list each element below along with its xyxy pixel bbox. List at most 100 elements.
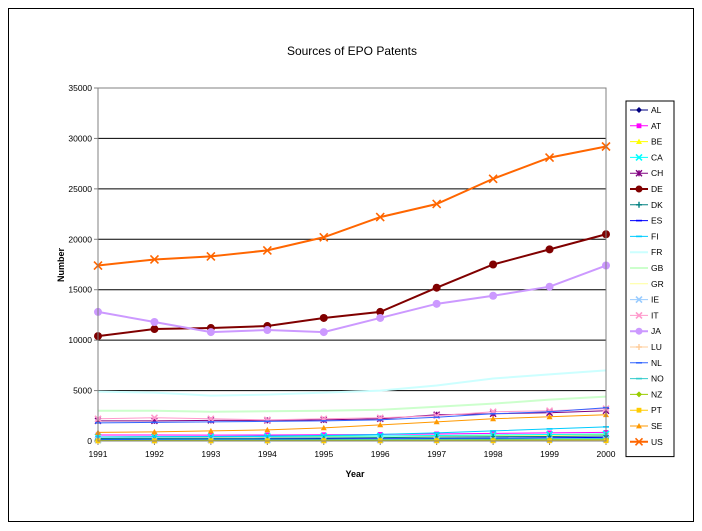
x-tick-label: 1998 bbox=[484, 449, 503, 459]
data-point bbox=[377, 421, 384, 428]
series-line bbox=[98, 410, 607, 422]
legend-marker bbox=[636, 344, 642, 350]
y-axis-title: Number bbox=[56, 248, 66, 283]
series-line bbox=[97, 414, 607, 433]
series-line bbox=[97, 145, 607, 267]
legend-label: CH bbox=[651, 168, 663, 178]
legend-item: LU bbox=[630, 342, 662, 352]
data-point bbox=[544, 153, 555, 163]
legend-marker bbox=[635, 296, 643, 304]
legend-label: IT bbox=[651, 310, 659, 320]
legend-item: FI bbox=[630, 231, 659, 241]
legend-label: FI bbox=[651, 231, 659, 241]
legend-label: NO bbox=[651, 374, 664, 384]
legend-item: DE bbox=[630, 184, 663, 194]
data-point bbox=[432, 299, 441, 308]
data-point bbox=[488, 174, 498, 184]
series-line bbox=[97, 264, 607, 334]
legend-item: AT bbox=[630, 121, 661, 131]
series-line bbox=[98, 395, 607, 413]
data-point bbox=[489, 291, 498, 300]
legend-item: SE bbox=[630, 421, 663, 431]
x-tick-label: 1995 bbox=[314, 449, 333, 459]
legend-label: PT bbox=[651, 405, 662, 415]
series-line bbox=[97, 233, 607, 338]
data-point bbox=[149, 254, 160, 265]
legend-box bbox=[625, 100, 675, 458]
legend-item: ES bbox=[630, 216, 663, 226]
x-tick-label: 1991 bbox=[89, 449, 108, 459]
plot-area-border bbox=[97, 87, 607, 442]
legend: AL AT BE CA CH DE DK ES FI FR GB GR IE IT JA LU NL NO NZ PT… bbox=[625, 100, 675, 458]
legend-label: GB bbox=[651, 263, 664, 273]
series-se bbox=[95, 411, 609, 435]
data-point bbox=[207, 415, 215, 423]
x-tick-label: 1999 bbox=[540, 449, 559, 459]
legend-label: LU bbox=[651, 342, 662, 352]
data-point bbox=[545, 245, 554, 254]
legend-marker bbox=[636, 391, 642, 398]
legend-item: FR bbox=[630, 247, 662, 257]
series-layer bbox=[93, 141, 611, 444]
data-point bbox=[207, 427, 214, 434]
legend-marker bbox=[635, 185, 643, 193]
legend-marker bbox=[636, 201, 642, 208]
x-tick-label: 2000 bbox=[597, 449, 616, 459]
legend-item: NL bbox=[630, 358, 662, 368]
x-tick-label: 1992 bbox=[145, 449, 164, 459]
y-tick-label: 30000 bbox=[68, 133, 92, 143]
legend-item: GB bbox=[630, 263, 664, 273]
series-line bbox=[97, 437, 607, 441]
series-ja bbox=[94, 261, 610, 337]
data-point bbox=[319, 313, 328, 322]
data-point bbox=[432, 283, 441, 292]
series-nl bbox=[95, 406, 609, 424]
legend-label: ES bbox=[651, 216, 663, 226]
legend-label: SE bbox=[651, 421, 663, 431]
legend-item: CH bbox=[630, 168, 663, 178]
legend-item: GR bbox=[630, 279, 664, 289]
legend-marker bbox=[636, 407, 642, 413]
legend-marker bbox=[635, 311, 643, 319]
legend-item: JA bbox=[630, 326, 661, 336]
legend-item: NZ bbox=[630, 389, 662, 399]
data-point bbox=[545, 282, 554, 291]
data-point bbox=[433, 418, 440, 425]
data-point bbox=[150, 325, 159, 334]
series-fr bbox=[97, 369, 607, 397]
data-point bbox=[489, 260, 498, 269]
series-line bbox=[97, 436, 607, 440]
data-point bbox=[545, 407, 554, 415]
data-point bbox=[490, 415, 497, 422]
data-point bbox=[150, 414, 159, 422]
y-axis-ticks: 0 5000 10000 15000 20000 25000 30000 35000 bbox=[68, 83, 98, 446]
x-tick-label: 1997 bbox=[427, 449, 446, 459]
legend-label: DE bbox=[651, 184, 663, 194]
series-line bbox=[97, 369, 607, 397]
legend-label: DK bbox=[651, 200, 663, 210]
legend-marker bbox=[635, 327, 643, 335]
x-tick-label: 1993 bbox=[201, 449, 220, 459]
chart-frame: Sources of EPO Patents Number Year 0 5000… bbox=[8, 8, 694, 522]
legend-label: IE bbox=[651, 295, 659, 305]
data-point bbox=[320, 424, 327, 431]
series-gb bbox=[98, 395, 607, 413]
data-point bbox=[264, 426, 271, 433]
series-de bbox=[94, 230, 610, 341]
legend-marker bbox=[636, 123, 642, 129]
data-point bbox=[376, 307, 385, 316]
series-fi bbox=[95, 426, 609, 438]
y-tick-label: 10000 bbox=[68, 335, 92, 345]
data-point bbox=[376, 313, 385, 322]
series-line bbox=[97, 408, 607, 421]
series-line bbox=[97, 407, 607, 424]
legend-item: IE bbox=[630, 295, 659, 305]
legend-item: DK bbox=[630, 200, 663, 210]
legend-marker bbox=[636, 138, 642, 144]
legend-item: US bbox=[630, 437, 663, 447]
data-point bbox=[206, 251, 216, 261]
data-point bbox=[432, 199, 442, 209]
y-tick-label: 35000 bbox=[68, 83, 92, 93]
series-line bbox=[97, 426, 607, 438]
legend-label: NL bbox=[651, 358, 662, 368]
